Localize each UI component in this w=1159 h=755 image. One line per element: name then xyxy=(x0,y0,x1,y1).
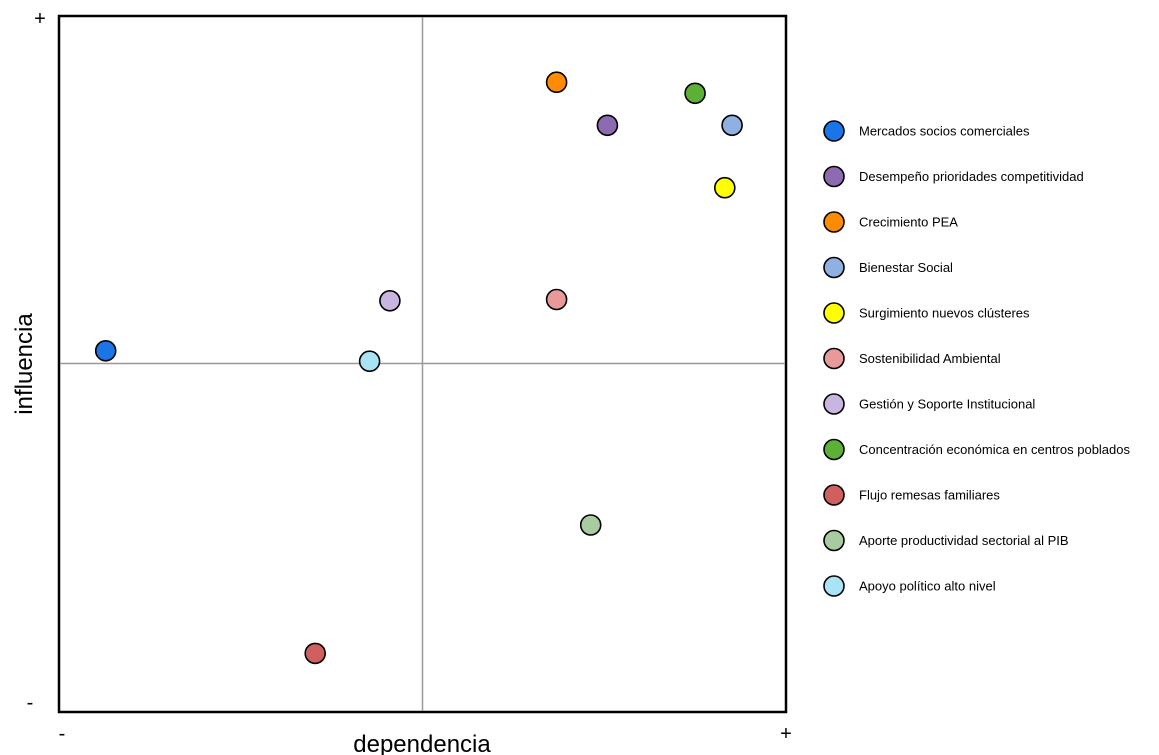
legend-marker-bienestar-social xyxy=(823,256,845,279)
legend-marker-surgimiento-nuevos-clusteres xyxy=(823,302,845,324)
legend-marker-gestion-y-soporte-institucional xyxy=(823,393,845,415)
point-mercados-socios-comerciales xyxy=(94,339,117,362)
point-surgimiento-nuevos-clusteres xyxy=(713,176,736,199)
legend-label-aporte-productividad-sectorial-al-pib: Aporte productividad sectorial al PIB xyxy=(859,533,1069,548)
point-concentracion-economica-en-centros-poblados xyxy=(684,82,706,105)
point-sostenibilidad-ambiental xyxy=(545,288,568,311)
legend-label-flujo-remesas-familiares: Flujo remesas familiares xyxy=(859,488,1000,503)
point-gestion-y-soporte-institucional xyxy=(379,289,401,312)
legend-label-sostenibilidad-ambiental: Sostenibilidad Ambiental xyxy=(859,351,1001,366)
legend-marker-sostenibilidad-ambiental xyxy=(823,347,845,370)
y-min-label: - xyxy=(27,692,34,714)
legend-label-gestion-y-soporte-institucional: Gestión y Soporte Institucional xyxy=(859,397,1035,412)
legend-marker-aporte-productividad-sectorial-al-pib xyxy=(823,529,845,552)
point-apoyo-politico-alto-nivel xyxy=(358,350,381,373)
data-points xyxy=(94,71,743,665)
y-axis-title: influencia xyxy=(11,313,38,415)
x-axis-title: dependencia xyxy=(353,731,491,755)
legend: Mercados socios comerciales Desempeño pri… xyxy=(823,120,1131,597)
point-bienestar-social xyxy=(721,114,743,137)
point-crecimiento-pea xyxy=(545,71,568,93)
legend-marker-mercados-socios-comerciales xyxy=(823,120,845,142)
x-max-label: + xyxy=(780,723,792,745)
point-aporte-productividad-sectorial-al-pib xyxy=(579,514,602,536)
legend-marker-apoyo-politico-alto-nivel xyxy=(823,575,845,597)
legend-label-apoyo-politico-alto-nivel: Apoyo político alto nivel xyxy=(859,579,996,594)
legend-label-desempeno-prioridades-competitividad: Desempeño prioridades competitividad xyxy=(859,169,1084,184)
legend-label-crecimiento-pea: Crecimiento PEA xyxy=(859,215,958,230)
legend-label-surgimiento-nuevos-clusteres: Surgimiento nuevos clústeres xyxy=(859,306,1030,321)
legend-label-concentracion-economica-en-centros-poblados: Concentración económica en centros pobla… xyxy=(859,442,1131,457)
legend-label-bienestar-social: Bienestar Social xyxy=(859,260,953,275)
point-flujo-remesas-familiares xyxy=(304,642,327,665)
legend-marker-concentracion-economica-en-centros-poblados xyxy=(823,438,845,461)
legend-marker-crecimiento-pea xyxy=(823,211,845,233)
legend-marker-flujo-remesas-familiares xyxy=(823,484,845,506)
x-min-label: - xyxy=(59,723,66,745)
point-desempeno-prioridades-competitividad xyxy=(596,114,619,137)
legend-marker-desempeno-prioridades-competitividad xyxy=(823,165,845,188)
y-max-label: + xyxy=(34,8,46,30)
legend-label-mercados-socios-comerciales: Mercados socios comerciales xyxy=(859,124,1030,139)
